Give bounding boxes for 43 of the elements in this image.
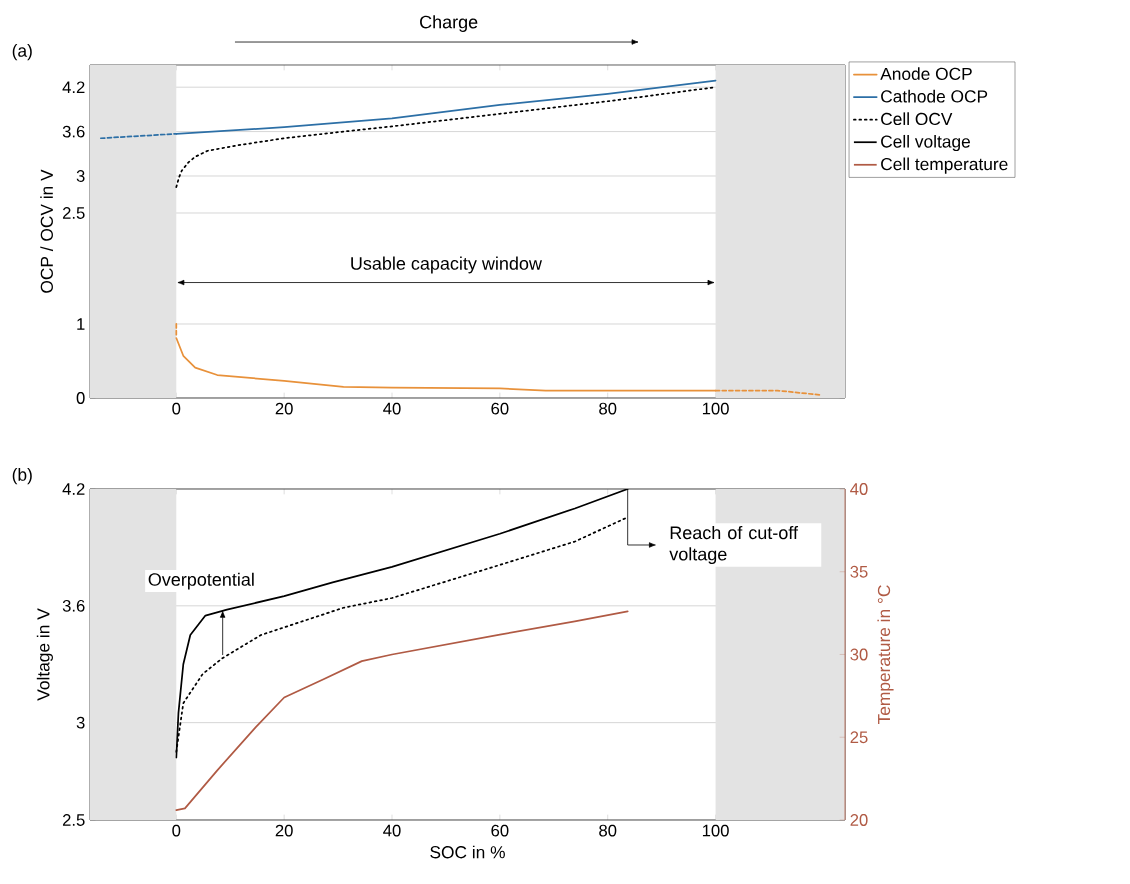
y-tick-label: 0 [76, 392, 85, 404]
text: Cell temperature [881, 157, 1008, 174]
y-tick-label: 2.5 [62, 207, 85, 219]
y-axis-title: OCP / OCV in V [40, 169, 53, 293]
x-tick-label: 0 [172, 824, 181, 837]
annotation: Overpotential [148, 572, 254, 590]
y2-tick-label: 20 [850, 814, 868, 826]
x-tick-label: 60 [491, 824, 509, 837]
y2-tick-label: 25 [850, 731, 868, 744]
y-axis-title: Voltage in V [36, 608, 53, 701]
y-tick-label: 1 [77, 318, 85, 330]
y-tick-label: 2.5 [62, 814, 85, 826]
x-tick-label: 0 [172, 402, 181, 415]
y-tick-label: 3 [76, 170, 85, 182]
x-tick-label: 100 [702, 402, 729, 415]
x-tick-label: 40 [383, 824, 401, 837]
text: Charge [420, 15, 478, 32]
x-tick-label: 20 [275, 402, 293, 415]
y2-axis-title: Temperature in °C [877, 585, 894, 725]
y2-tick-label: 40 [850, 483, 868, 495]
y2-tick-label: 35 [850, 565, 868, 578]
legend-label: Cathode OCP [881, 89, 988, 103]
x-tick-label: 100 [702, 824, 729, 837]
x-axis-title: SOC in % [430, 845, 505, 859]
y2-tick-label: 30 [850, 648, 868, 661]
x-tick-label: 40 [383, 402, 401, 415]
annotation: Usable capacity window [351, 256, 542, 274]
x-tick-label: 80 [599, 402, 617, 415]
legend-label: Cell OCV [881, 112, 953, 126]
y-tick-label: 3 [76, 716, 85, 729]
x-tick-label: 20 [275, 824, 293, 837]
y-tick-label: 4.2 [62, 81, 85, 94]
y-tick-label: 3.6 [62, 599, 85, 612]
x-tick-label: 80 [599, 824, 617, 837]
text: Cell voltage [881, 134, 970, 152]
y-tick-label: 4.2 [62, 483, 85, 495]
legend-label: Anode OCP [880, 67, 972, 80]
x-tick-label: 60 [491, 402, 509, 415]
chart-title: (b) [12, 468, 32, 485]
y-tick-label: 3.6 [62, 125, 85, 138]
line-series [175, 610, 629, 811]
annotation: Reach of cut-off voltage [669, 525, 799, 565]
chart-title: (a) [12, 44, 32, 61]
